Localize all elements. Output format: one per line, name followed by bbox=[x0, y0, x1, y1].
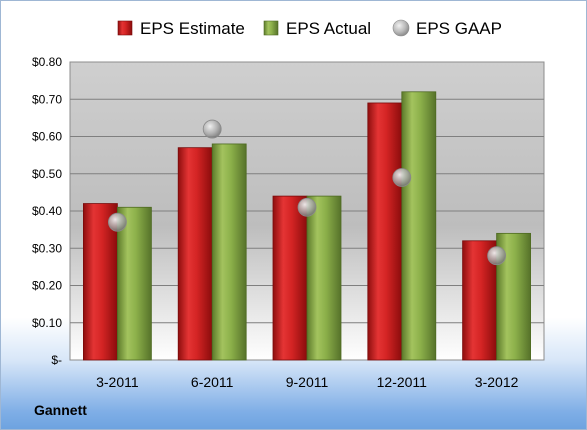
x-tick-label: 9-2011 bbox=[286, 374, 329, 390]
legend-swatch-eps-gaap bbox=[392, 19, 410, 37]
x-tick-label: 3-2012 bbox=[475, 374, 519, 390]
company-name: Gannett bbox=[34, 402, 87, 418]
bar-eps-actual bbox=[306, 195, 342, 361]
y-tick-label: $0.30 bbox=[32, 241, 62, 255]
y-tick-label: $0.50 bbox=[32, 167, 62, 181]
bar-eps-estimate bbox=[367, 102, 403, 361]
y-tick-label: $0.60 bbox=[32, 130, 62, 144]
legend-swatch-eps-actual bbox=[263, 20, 279, 36]
bar-eps-estimate bbox=[272, 195, 308, 361]
y-tick-label: $0.40 bbox=[32, 204, 62, 218]
x-tick-label: 12-2011 bbox=[377, 374, 428, 390]
x-tick-label: 3-2011 bbox=[96, 374, 139, 390]
x-tick-label: 6-2011 bbox=[191, 374, 234, 390]
y-tick-label: $0.70 bbox=[32, 92, 62, 106]
marker-eps-gaap bbox=[392, 168, 412, 187]
legend-label: EPS Estimate bbox=[140, 19, 245, 38]
marker-eps-gaap bbox=[487, 246, 507, 266]
marker-eps-gaap bbox=[108, 212, 127, 232]
bar-eps-estimate bbox=[177, 147, 213, 361]
bar-eps-estimate bbox=[462, 240, 498, 361]
y-tick-label: $0.80 bbox=[32, 55, 62, 69]
legend-item: EPS Actual bbox=[263, 19, 371, 38]
legend-item: EPS GAAP bbox=[392, 19, 502, 38]
legend-item: EPS Estimate bbox=[117, 19, 245, 38]
bar-eps-actual bbox=[211, 143, 247, 361]
legend-label: EPS GAAP bbox=[416, 19, 502, 38]
y-tick-label: $0.10 bbox=[32, 316, 62, 330]
bar-eps-actual bbox=[401, 91, 437, 361]
bar-eps-actual bbox=[117, 206, 152, 361]
legend-label: EPS Actual bbox=[286, 19, 371, 38]
marker-eps-gaap bbox=[297, 197, 317, 217]
y-tick-label: $0.20 bbox=[32, 279, 62, 293]
y-tick-label: $- bbox=[51, 353, 62, 367]
marker-eps-gaap bbox=[202, 119, 222, 139]
legend-swatch-eps-estimate bbox=[117, 20, 133, 36]
